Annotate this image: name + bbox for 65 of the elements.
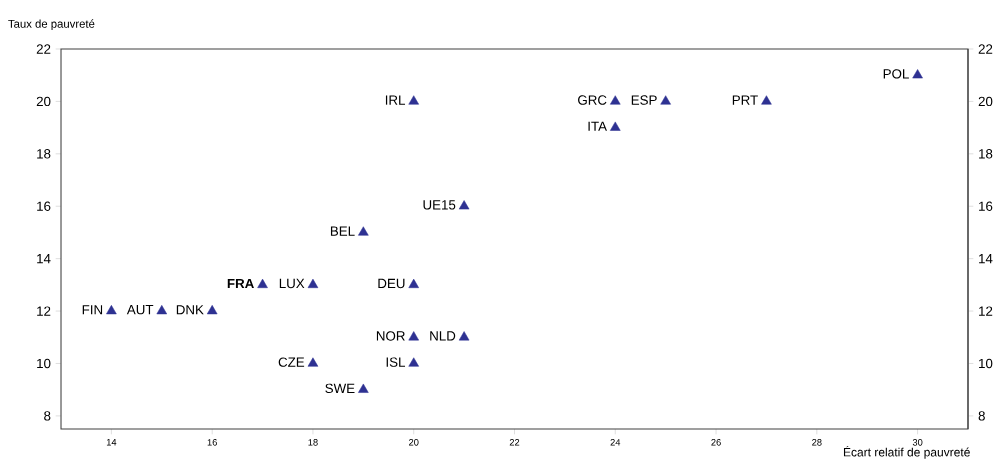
- annotation: NOR: [376, 331, 405, 341]
- point: [458, 331, 470, 341]
- y2-tick-label: 12: [979, 306, 993, 316]
- y-tick-label: 10: [37, 358, 51, 369]
- point: [358, 226, 369, 236]
- y-tick-label: 8: [44, 411, 51, 421]
- x-axis-title: Écart relatif de pauvreté: [843, 445, 970, 459]
- y2-tick-label: 8: [978, 411, 985, 421]
- annotation: LUX: [279, 278, 305, 289]
- x-tick-label: 24: [610, 439, 621, 446]
- point: [206, 305, 218, 315]
- point: [912, 69, 923, 79]
- y-tick-label: 22: [36, 44, 51, 54]
- point: [610, 95, 621, 105]
- point: [660, 95, 671, 105]
- y-tick-label: 20: [36, 96, 51, 107]
- point: [307, 357, 319, 367]
- x-tick-label: 18: [308, 439, 318, 446]
- annotation: ESP: [631, 95, 657, 105]
- point: [408, 278, 419, 288]
- point: [307, 278, 319, 288]
- x-tick-label: 22: [509, 439, 520, 446]
- x-tick-label: 26: [711, 439, 721, 446]
- y-tick-label: 14: [37, 254, 51, 264]
- y2-tick-label: 18: [979, 149, 993, 159]
- y-axis-title: Taux de pauvreté: [8, 19, 95, 31]
- annotation: POL: [883, 69, 909, 79]
- y-tick-label: 18: [37, 149, 51, 159]
- annotation: PRT: [732, 95, 758, 105]
- x-tick-label: 14: [106, 439, 117, 446]
- point: [610, 121, 621, 131]
- x-tick-label: 16: [207, 439, 217, 446]
- annotation: UE15: [423, 200, 456, 210]
- point: [257, 278, 268, 288]
- point: [458, 200, 470, 210]
- annotation: CZE: [278, 357, 305, 367]
- annotation: ISL: [386, 357, 406, 367]
- point: [408, 357, 419, 367]
- point: [156, 305, 168, 315]
- annotation: AUT: [126, 305, 154, 315]
- y2-tick-label: 10: [979, 358, 993, 369]
- y-tick-label: 12: [37, 306, 51, 316]
- annotation: GRC: [578, 95, 607, 105]
- x-tick-label: 30: [912, 439, 923, 446]
- annotation: NLD: [430, 331, 456, 341]
- annotation: ITA: [588, 121, 607, 131]
- annotation: FIN: [82, 305, 103, 315]
- annotation: DEU: [378, 278, 405, 289]
- annotation: BEL: [330, 226, 355, 236]
- point: [106, 305, 117, 315]
- point: [408, 95, 419, 105]
- point: [408, 331, 419, 341]
- annotation: SWE: [325, 383, 355, 394]
- y2-tick-label: 22: [978, 44, 993, 54]
- x-tick-label: 28: [812, 439, 822, 446]
- point: [761, 95, 772, 105]
- y2-tick-label: 16: [979, 201, 993, 211]
- y-tick-label: 16: [37, 201, 51, 211]
- annotation: DNK: [176, 305, 204, 315]
- y2-tick-label: 14: [979, 254, 993, 264]
- annotation: IRL: [385, 95, 406, 105]
- y2-tick-label: 20: [978, 96, 993, 107]
- x-tick-label: 20: [409, 439, 419, 446]
- point: [358, 383, 369, 393]
- annotation: FRA: [227, 278, 254, 289]
